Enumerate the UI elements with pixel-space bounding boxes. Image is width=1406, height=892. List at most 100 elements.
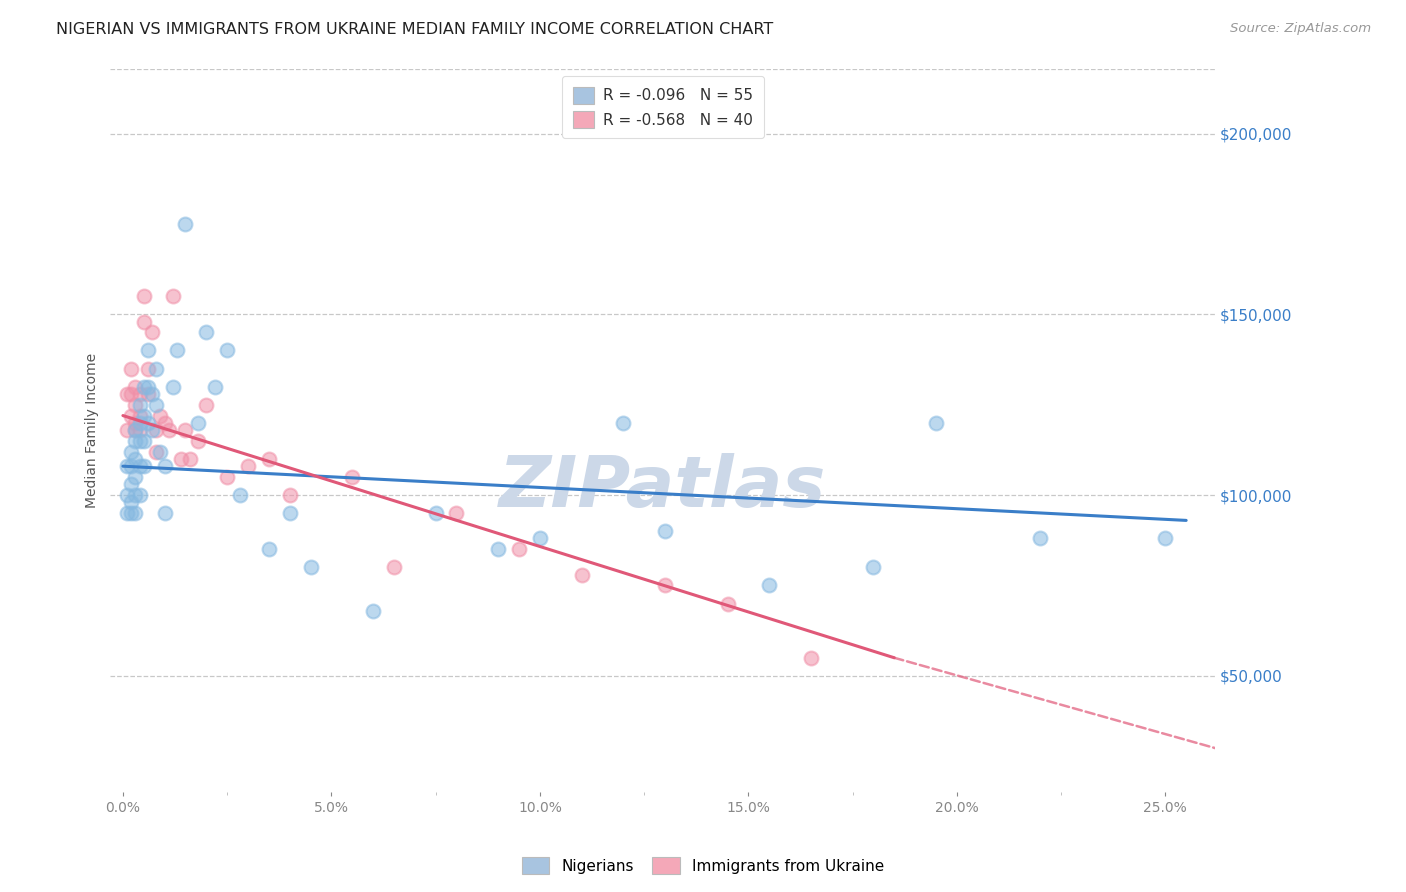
- Point: [195, 398, 218, 412]
- Point: [153, 506, 176, 520]
- Point: [654, 578, 676, 592]
- Point: [299, 560, 322, 574]
- Point: [128, 423, 150, 437]
- Point: [187, 434, 209, 448]
- Point: [145, 398, 167, 412]
- Point: [124, 488, 146, 502]
- Point: [120, 459, 142, 474]
- Point: [136, 416, 159, 430]
- Point: [170, 452, 193, 467]
- Legend: R = -0.096   N = 55, R = -0.568   N = 40: R = -0.096 N = 55, R = -0.568 N = 40: [562, 76, 763, 138]
- Point: [925, 416, 948, 430]
- Point: [612, 416, 634, 430]
- Point: [217, 470, 239, 484]
- Point: [278, 488, 301, 502]
- Point: [128, 409, 150, 423]
- Point: [124, 416, 146, 430]
- Point: [1029, 532, 1052, 546]
- Point: [115, 506, 138, 520]
- Point: [149, 444, 172, 458]
- Point: [124, 423, 146, 437]
- Text: ZIPatlas: ZIPatlas: [499, 453, 827, 523]
- Point: [228, 488, 250, 502]
- Point: [132, 315, 155, 329]
- Point: [115, 488, 138, 502]
- Point: [120, 477, 142, 491]
- Point: [382, 560, 405, 574]
- Point: [217, 343, 239, 358]
- Point: [124, 506, 146, 520]
- Text: NIGERIAN VS IMMIGRANTS FROM UKRAINE MEDIAN FAMILY INCOME CORRELATION CHART: NIGERIAN VS IMMIGRANTS FROM UKRAINE MEDI…: [56, 22, 773, 37]
- Point: [145, 423, 167, 437]
- Legend: Nigerians, Immigrants from Ukraine: Nigerians, Immigrants from Ukraine: [516, 851, 890, 880]
- Point: [174, 217, 197, 231]
- Point: [124, 398, 146, 412]
- Point: [128, 488, 150, 502]
- Point: [128, 434, 150, 448]
- Point: [132, 289, 155, 303]
- Point: [654, 524, 676, 539]
- Point: [120, 495, 142, 509]
- Point: [124, 452, 146, 467]
- Point: [128, 459, 150, 474]
- Point: [425, 506, 447, 520]
- Point: [153, 459, 176, 474]
- Text: Source: ZipAtlas.com: Source: ZipAtlas.com: [1230, 22, 1371, 36]
- Point: [124, 379, 146, 393]
- Point: [120, 444, 142, 458]
- Point: [136, 343, 159, 358]
- Point: [124, 423, 146, 437]
- Point: [115, 423, 138, 437]
- Point: [162, 379, 184, 393]
- Point: [141, 387, 163, 401]
- Point: [132, 379, 155, 393]
- Point: [446, 506, 468, 520]
- Point: [120, 361, 142, 376]
- Point: [162, 289, 184, 303]
- Point: [128, 416, 150, 430]
- Point: [236, 459, 259, 474]
- Point: [145, 444, 167, 458]
- Point: [141, 423, 163, 437]
- Y-axis label: Median Family Income: Median Family Income: [86, 352, 100, 508]
- Point: [195, 326, 218, 340]
- Point: [132, 459, 155, 474]
- Point: [115, 387, 138, 401]
- Point: [342, 470, 364, 484]
- Point: [508, 542, 530, 557]
- Point: [257, 542, 280, 557]
- Point: [257, 452, 280, 467]
- Point: [132, 434, 155, 448]
- Point: [128, 398, 150, 412]
- Point: [120, 506, 142, 520]
- Point: [149, 409, 172, 423]
- Point: [204, 379, 226, 393]
- Point: [529, 532, 551, 546]
- Point: [174, 423, 197, 437]
- Point: [486, 542, 509, 557]
- Point: [141, 326, 163, 340]
- Point: [124, 434, 146, 448]
- Point: [120, 409, 142, 423]
- Point: [136, 379, 159, 393]
- Point: [115, 459, 138, 474]
- Point: [179, 452, 201, 467]
- Point: [571, 567, 593, 582]
- Point: [124, 470, 146, 484]
- Point: [136, 361, 159, 376]
- Point: [153, 416, 176, 430]
- Point: [128, 387, 150, 401]
- Point: [145, 361, 167, 376]
- Point: [166, 343, 188, 358]
- Point: [136, 387, 159, 401]
- Point: [361, 604, 384, 618]
- Point: [800, 650, 823, 665]
- Point: [862, 560, 884, 574]
- Point: [278, 506, 301, 520]
- Point: [1154, 532, 1177, 546]
- Point: [132, 409, 155, 423]
- Point: [187, 416, 209, 430]
- Point: [716, 597, 738, 611]
- Point: [157, 423, 180, 437]
- Point: [758, 578, 780, 592]
